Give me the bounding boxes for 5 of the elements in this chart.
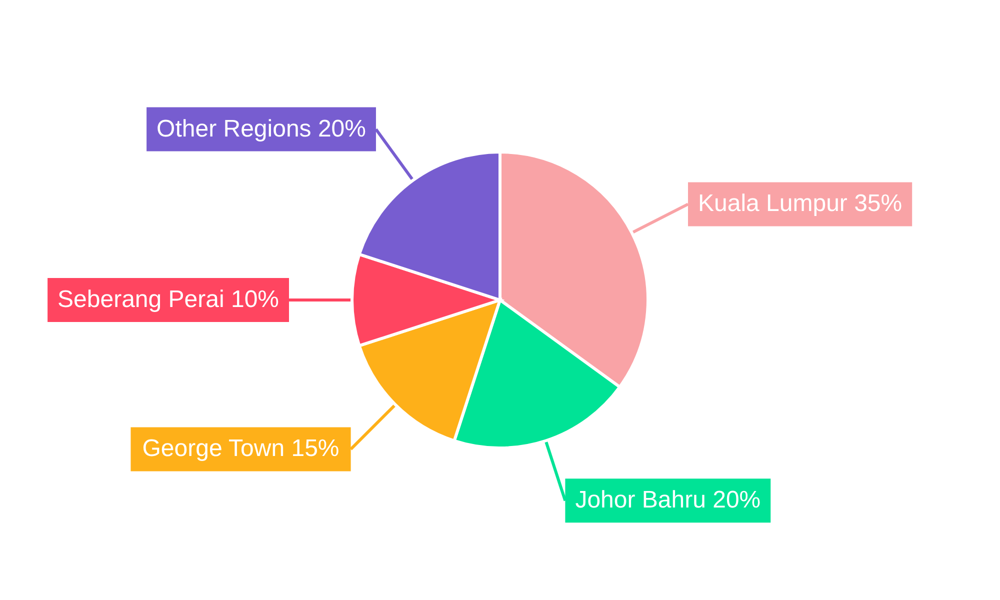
- slice-label: Seberang Perai 10%: [58, 286, 280, 313]
- slice-label: Other Regions 20%: [156, 115, 366, 142]
- slice-label: Johor Bahru 20%: [575, 486, 761, 514]
- slice-label: Kuala Lumpur 35%: [698, 190, 902, 218]
- slice-label: George Town 15%: [142, 435, 340, 462]
